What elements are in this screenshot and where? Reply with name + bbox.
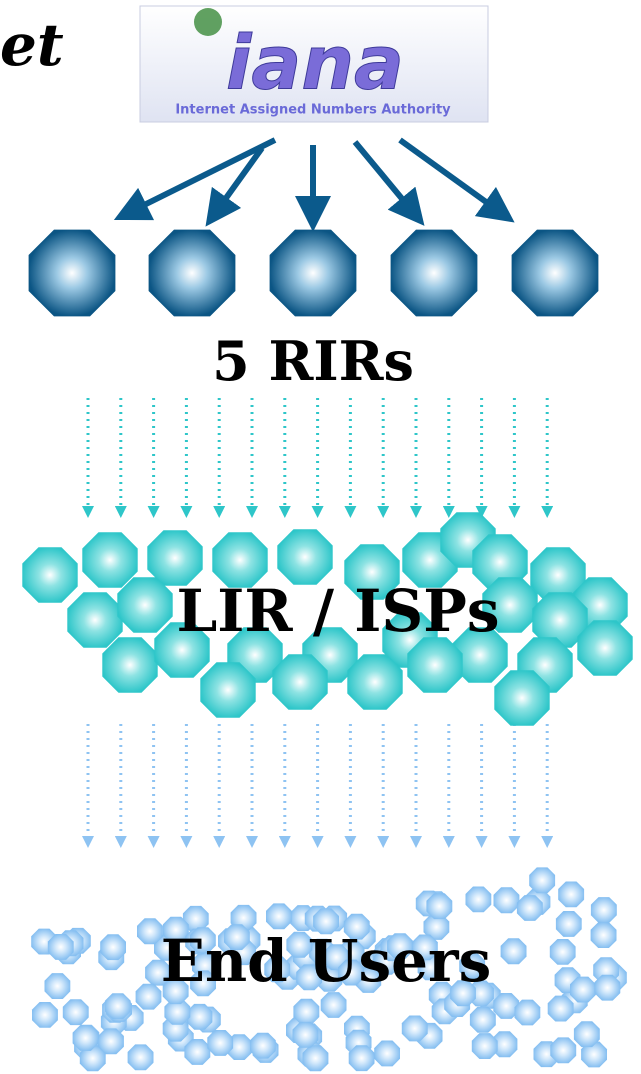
isp-node [200,662,255,717]
rir-node [391,230,478,317]
user-node [494,887,520,913]
level-label: End Users [161,927,491,995]
user-node [591,897,617,923]
user-node [137,918,163,944]
user-node [466,887,492,913]
user-node [45,973,71,999]
user-node [517,895,543,921]
user-node [105,993,131,1019]
user-node [550,1037,576,1063]
user-node [470,1007,496,1033]
user-node [349,1045,375,1071]
user-node [184,1039,210,1065]
user-node [32,1002,58,1028]
logo-globe [194,8,222,36]
iana-logo: iana Internet Assigned Numbers Authority [140,6,488,122]
user-node [548,996,574,1022]
user-node [550,939,576,965]
user-node [187,1004,213,1030]
user-node [558,882,584,908]
page: et iana Internet Assigned Numbers Author… [0,0,641,1074]
user-node [374,1041,400,1067]
user-node [303,1045,329,1071]
isp-node [577,620,632,675]
user-node [136,984,162,1010]
user-node [501,938,527,964]
logo-name: iana [226,21,404,107]
user-node [207,1030,233,1056]
arrow [400,140,500,212]
user-node [100,934,126,960]
user-node [556,911,582,937]
diagram: et iana Internet Assigned Numbers Author… [0,0,641,1074]
level-label: 5 RIRs [212,329,414,393]
user-node [321,992,347,1018]
rir-node [512,230,599,317]
user-node [63,999,89,1025]
isp-node [67,592,122,647]
rir-node [270,230,357,317]
isp-node [347,654,402,709]
isp-node [272,654,327,709]
isp-node [102,637,157,692]
isp-node [407,637,462,692]
arrow [130,140,275,212]
isp-node [117,577,172,632]
rir-node [29,230,116,317]
user-node [591,922,617,948]
level-label: LIR / ISPs [177,577,500,645]
user-node [293,1022,319,1048]
logo-subtitle: Internet Assigned Numbers Authority [175,103,451,118]
user-node [48,934,74,960]
arrow [355,142,413,212]
isp-node [494,670,549,725]
user-node [266,903,292,929]
user-node [98,1028,124,1054]
user-node [250,1033,276,1059]
isp-node [82,532,137,587]
user-node [570,977,596,1003]
user-node [529,867,555,893]
user-node [515,1000,541,1026]
user-node [128,1044,154,1070]
partial-title: et [0,11,64,79]
rir-node [149,230,236,317]
user-node [73,1025,99,1051]
user-node [293,999,319,1025]
user-node [472,1033,498,1059]
user-node [426,893,452,919]
user-node [574,1021,600,1047]
user-node [594,975,620,1001]
isp-node [22,547,77,602]
user-node [402,1016,428,1042]
